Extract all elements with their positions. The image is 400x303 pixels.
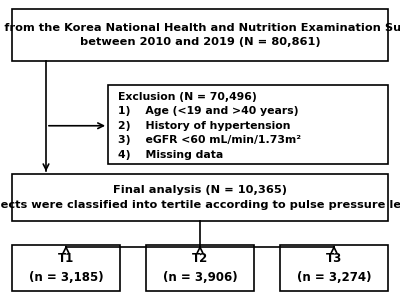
FancyBboxPatch shape xyxy=(12,245,120,291)
Text: T3
(n = 3,274): T3 (n = 3,274) xyxy=(297,252,371,284)
FancyBboxPatch shape xyxy=(146,245,254,291)
FancyBboxPatch shape xyxy=(280,245,388,291)
Text: Exclusion (N = 70,496)
1)    Age (<19 and >40 years)
2)    History of hypertensi: Exclusion (N = 70,496) 1) Age (<19 and >… xyxy=(118,92,301,160)
Text: T2
(n = 3,906): T2 (n = 3,906) xyxy=(163,252,237,284)
FancyBboxPatch shape xyxy=(12,9,388,61)
FancyBboxPatch shape xyxy=(108,85,388,164)
Text: Data from the Korea National Health and Nutrition Examination Survey
between 201: Data from the Korea National Health and … xyxy=(0,23,400,47)
FancyBboxPatch shape xyxy=(12,174,388,221)
Text: Final analysis (N = 10,365)
Subjects were classified into tertile according to p: Final analysis (N = 10,365) Subjects wer… xyxy=(0,185,400,210)
Text: T1
(n = 3,185): T1 (n = 3,185) xyxy=(29,252,103,284)
